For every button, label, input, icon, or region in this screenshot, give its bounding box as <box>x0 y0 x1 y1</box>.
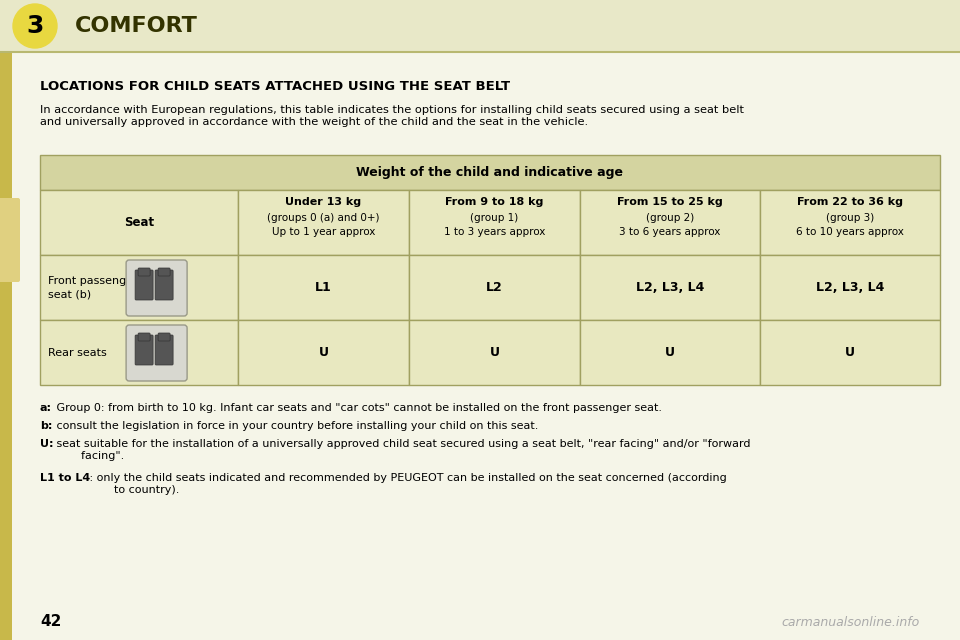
FancyBboxPatch shape <box>760 255 940 320</box>
FancyBboxPatch shape <box>135 270 153 300</box>
FancyBboxPatch shape <box>0 52 12 640</box>
FancyBboxPatch shape <box>238 255 409 320</box>
FancyBboxPatch shape <box>0 0 960 52</box>
Text: LOCATIONS FOR CHILD SEATS ATTACHED USING THE SEAT BELT: LOCATIONS FOR CHILD SEATS ATTACHED USING… <box>40 80 510 93</box>
Text: From 15 to 25 kg: From 15 to 25 kg <box>617 197 723 207</box>
Text: L2, L3, L4: L2, L3, L4 <box>816 281 884 294</box>
Text: 3: 3 <box>26 14 44 38</box>
Text: Group 0: from birth to 10 kg. Infant car seats and "car cots" cannot be installe: Group 0: from birth to 10 kg. Infant car… <box>53 403 662 413</box>
Text: Rear seats: Rear seats <box>48 348 107 358</box>
FancyBboxPatch shape <box>156 270 173 300</box>
Text: From 22 to 36 kg: From 22 to 36 kg <box>797 197 903 207</box>
Text: (group 1): (group 1) <box>470 213 518 223</box>
FancyBboxPatch shape <box>158 333 170 341</box>
FancyBboxPatch shape <box>409 320 580 385</box>
Text: In accordance with European regulations, this table indicates the options for in: In accordance with European regulations,… <box>40 105 744 127</box>
Text: seat suitable for the installation of a universally approved child seat secured : seat suitable for the installation of a … <box>53 439 751 461</box>
Text: (group 2): (group 2) <box>646 213 694 223</box>
FancyBboxPatch shape <box>580 320 760 385</box>
FancyBboxPatch shape <box>40 320 238 385</box>
Text: (groups 0 (a) and 0+): (groups 0 (a) and 0+) <box>267 213 380 223</box>
FancyBboxPatch shape <box>580 255 760 320</box>
Text: Under 13 kg: Under 13 kg <box>285 197 362 207</box>
Text: Seat: Seat <box>124 216 154 229</box>
Text: b:: b: <box>40 421 53 431</box>
FancyBboxPatch shape <box>126 260 187 316</box>
FancyBboxPatch shape <box>156 335 173 365</box>
Text: L2: L2 <box>486 281 503 294</box>
Text: COMFORT: COMFORT <box>75 16 198 36</box>
Text: L1: L1 <box>315 281 332 294</box>
FancyBboxPatch shape <box>40 255 238 320</box>
Text: 42: 42 <box>40 614 61 630</box>
Text: 3 to 6 years approx: 3 to 6 years approx <box>619 227 721 237</box>
FancyBboxPatch shape <box>760 320 940 385</box>
Text: consult the legislation in force in your country before installing your child on: consult the legislation in force in your… <box>53 421 539 431</box>
FancyBboxPatch shape <box>238 320 409 385</box>
FancyBboxPatch shape <box>580 190 760 255</box>
FancyBboxPatch shape <box>40 155 940 190</box>
Text: carmanualsonline.info: carmanualsonline.info <box>781 616 920 628</box>
FancyBboxPatch shape <box>138 268 150 276</box>
Text: U: U <box>490 346 499 359</box>
FancyBboxPatch shape <box>126 325 187 381</box>
Text: U: U <box>665 346 675 359</box>
Text: L2, L3, L4: L2, L3, L4 <box>636 281 705 294</box>
Text: (group 3): (group 3) <box>826 213 875 223</box>
FancyBboxPatch shape <box>138 333 150 341</box>
Text: 1 to 3 years approx: 1 to 3 years approx <box>444 227 545 237</box>
FancyBboxPatch shape <box>158 268 170 276</box>
Text: a:: a: <box>40 403 52 413</box>
Text: L1 to L4: L1 to L4 <box>40 473 90 483</box>
FancyBboxPatch shape <box>40 190 238 255</box>
Text: Weight of the child and indicative age: Weight of the child and indicative age <box>356 166 623 179</box>
Text: U: U <box>319 346 328 359</box>
FancyBboxPatch shape <box>0 198 20 282</box>
Text: Front passenger
seat (b): Front passenger seat (b) <box>48 276 137 299</box>
Text: U: U <box>845 346 855 359</box>
Text: U:: U: <box>40 439 54 449</box>
Text: : only the child seats indicated and recommended by PEUGEOT can be installed on : : only the child seats indicated and rec… <box>86 473 727 495</box>
FancyBboxPatch shape <box>135 335 153 365</box>
FancyBboxPatch shape <box>238 190 409 255</box>
Text: 6 to 10 years approx: 6 to 10 years approx <box>796 227 904 237</box>
FancyBboxPatch shape <box>760 190 940 255</box>
FancyBboxPatch shape <box>409 190 580 255</box>
Circle shape <box>13 4 57 48</box>
Text: Up to 1 year approx: Up to 1 year approx <box>272 227 375 237</box>
Text: From 9 to 18 kg: From 9 to 18 kg <box>445 197 543 207</box>
FancyBboxPatch shape <box>409 255 580 320</box>
